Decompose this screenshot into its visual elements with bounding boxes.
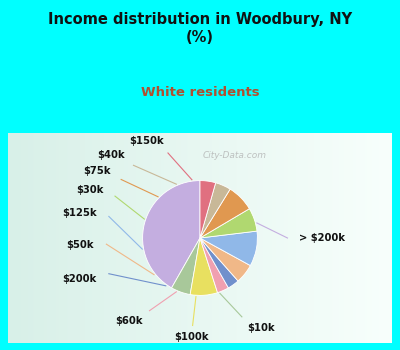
Text: $150k: $150k <box>129 136 164 146</box>
Text: $100k: $100k <box>174 332 209 342</box>
Text: Income distribution in Woodbury, NY
(%): Income distribution in Woodbury, NY (%) <box>48 12 352 45</box>
Wedge shape <box>200 189 249 238</box>
Wedge shape <box>200 181 216 238</box>
Wedge shape <box>200 238 250 281</box>
Wedge shape <box>200 238 238 288</box>
Text: White residents: White residents <box>141 86 259 99</box>
Text: $30k: $30k <box>76 186 103 195</box>
Wedge shape <box>143 181 200 288</box>
Text: $75k: $75k <box>83 167 110 176</box>
Text: $60k: $60k <box>115 316 142 326</box>
Wedge shape <box>200 209 257 238</box>
Text: City-Data.com: City-Data.com <box>202 150 266 160</box>
Text: $50k: $50k <box>66 240 94 250</box>
Wedge shape <box>200 183 230 238</box>
Text: > $200k: > $200k <box>299 233 345 243</box>
Wedge shape <box>200 231 257 266</box>
Text: $10k: $10k <box>248 323 275 332</box>
Text: $40k: $40k <box>97 150 124 160</box>
Text: $125k: $125k <box>62 209 96 218</box>
Text: $200k: $200k <box>62 274 96 284</box>
Wedge shape <box>190 238 218 295</box>
Wedge shape <box>200 238 228 293</box>
Wedge shape <box>172 238 200 295</box>
